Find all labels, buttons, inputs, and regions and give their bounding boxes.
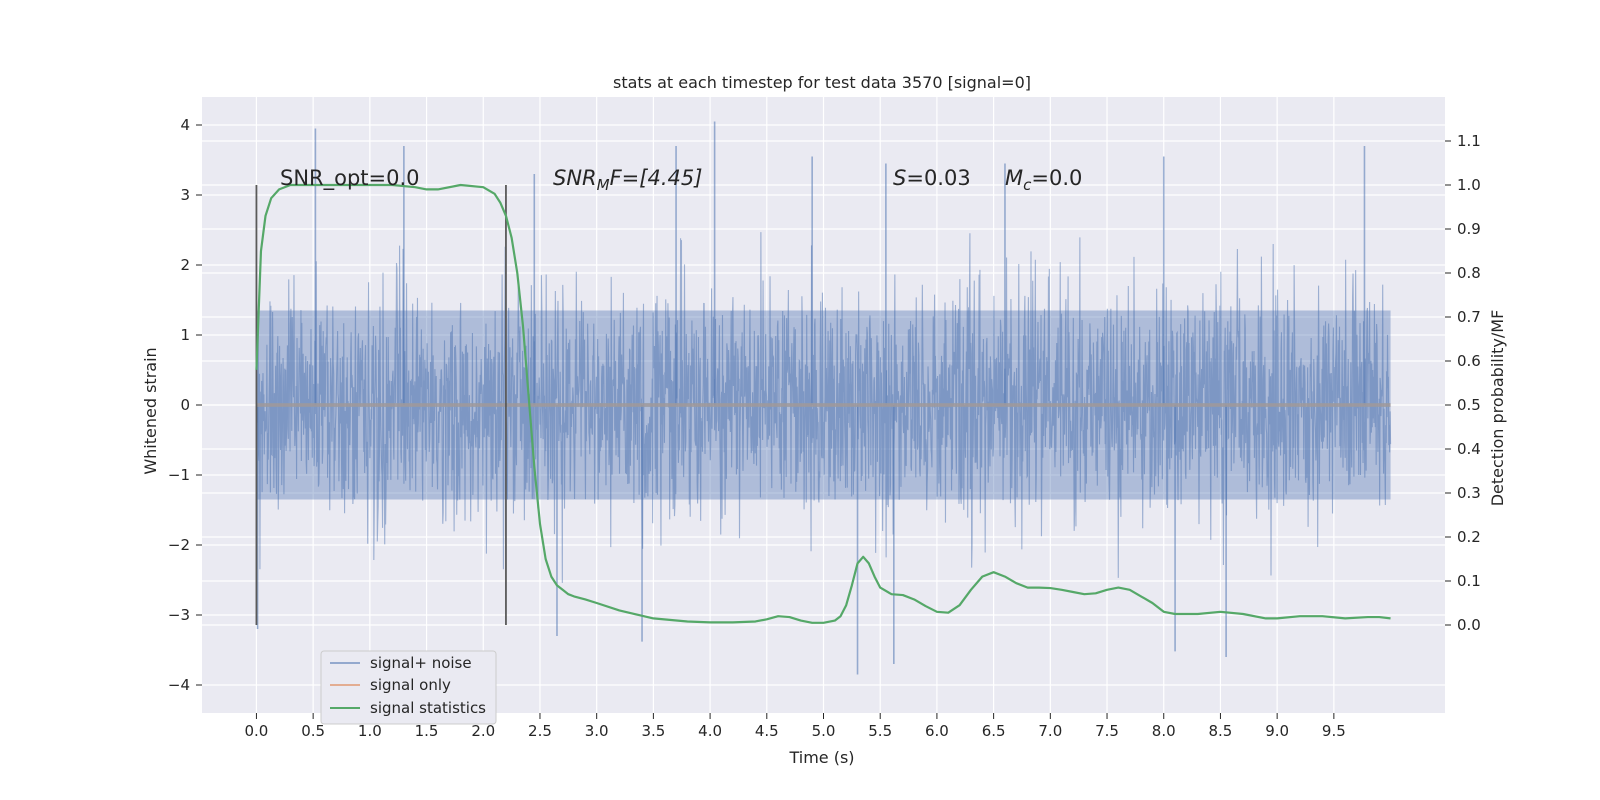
y2-tick-label: 0.8 [1457,264,1481,282]
x-tick-label: 4.5 [755,722,779,740]
x-tick-label: 2.0 [471,722,495,740]
statistics-series [255,183,1391,624]
annotation-s: S=0.03 [893,166,971,190]
x-tick-label: 6.5 [982,722,1006,740]
legend-box [320,650,497,725]
y2-tick-label: 0.3 [1457,484,1481,502]
annotation-mc-sub: c [1023,176,1032,194]
y2-tick-label: 0.9 [1457,220,1481,238]
y2-tick-label: 0.1 [1457,572,1481,590]
x-tick-label: 0.0 [245,722,269,740]
y-tick-label: −2 [168,536,190,554]
y-tick-label: −1 [168,466,190,484]
y-axis-ticks: 4 3 2 1 0 −1 −2 −3 −4 [168,116,202,694]
x-tick-label: 9.0 [1265,722,1289,740]
y2-tick-label: 0.2 [1457,528,1481,546]
chart-title: stats at each timestep for test data 357… [613,73,1031,92]
y2-tick-label: 0.0 [1457,616,1481,634]
vertical-markers [255,185,507,625]
x-tick-label: 3.5 [641,722,665,740]
x-tick-label: 3.0 [585,722,609,740]
statistics-line [255,183,1391,624]
x-tick-label: 1.5 [415,722,439,740]
y-tick-label: 1 [180,326,190,344]
y2-tick-label: 0.4 [1457,440,1481,458]
y2-tick-label: 0.5 [1457,396,1481,414]
x-tick-label: 1.0 [358,722,382,740]
x-tick-label: 5.5 [868,722,892,740]
noise-trace [255,232,1392,583]
x-tick-label: 8.0 [1152,722,1176,740]
x-tick-label: 7.5 [1095,722,1119,740]
y-tick-label: 3 [180,186,190,204]
y2-axis-ticks: 1.1 1.0 0.9 0.8 0.7 0.6 0.5 0.4 0.3 0.2 0.1 0.0 [1445,132,1481,634]
annotation-mc-value: =0.0 [1031,166,1082,190]
y2-axis-title: Detection probability/MF [1488,310,1507,507]
x-tick-label: 5.0 [812,722,836,740]
legend-label-statistics: signal statistics [370,699,486,717]
legend: signal+ noise signal only signal statist… [320,650,497,725]
annotation-s-prefix: S [893,166,906,190]
x-tick-label: 6.0 [925,722,949,740]
annotation-snr-mf: SNRMF=[4.45] [553,166,702,194]
x-tick-label: 9.5 [1322,722,1346,740]
y-tick-label: 2 [180,256,190,274]
y2-tick-label: 0.7 [1457,308,1481,326]
legend-label-signal-only: signal only [370,676,451,694]
y2-tick-label: 1.1 [1457,132,1481,150]
annotation-snr-mf-sub: M [597,176,610,194]
y-tick-label: 4 [180,116,190,134]
annotation-s-value: =0.03 [906,166,970,190]
legend-label-noise: signal+ noise [370,654,472,672]
x-tick-label: 4.0 [698,722,722,740]
x-tick-label: 8.5 [1209,722,1233,740]
y2-tick-label: 1.0 [1457,176,1481,194]
y-tick-label: 0 [180,396,190,414]
y-axis-title: Whitened strain [141,347,160,474]
annotation-snr-mf-suffix: F=[4.45] [610,166,703,190]
annotation-snr-opt: SNR_opt=0.0 [280,166,420,191]
annotation-mc-prefix: M [1005,166,1023,190]
y-tick-label: −4 [168,676,190,694]
x-axis-title: Time (s) [788,748,854,767]
y-tick-label: −3 [168,606,190,624]
annotation-snr-mf-prefix: SNR [553,166,597,190]
annotation-mc: Mc=0.0 [1005,166,1082,194]
y2-tick-label: 0.6 [1457,352,1481,370]
x-tick-label: 2.5 [528,722,552,740]
x-axis-ticks: 0.0 0.5 1.0 1.5 2.0 2.5 3.0 3.5 4.0 4.5 5.0 5.5 6.0 6… [245,713,1346,740]
x-tick-label: 7.0 [1038,722,1062,740]
x-tick-label: 0.5 [301,722,325,740]
annotations: SNR_opt=0.0 SNRMF=[4.45] S=0.03 Mc=0.0 [280,166,1082,194]
